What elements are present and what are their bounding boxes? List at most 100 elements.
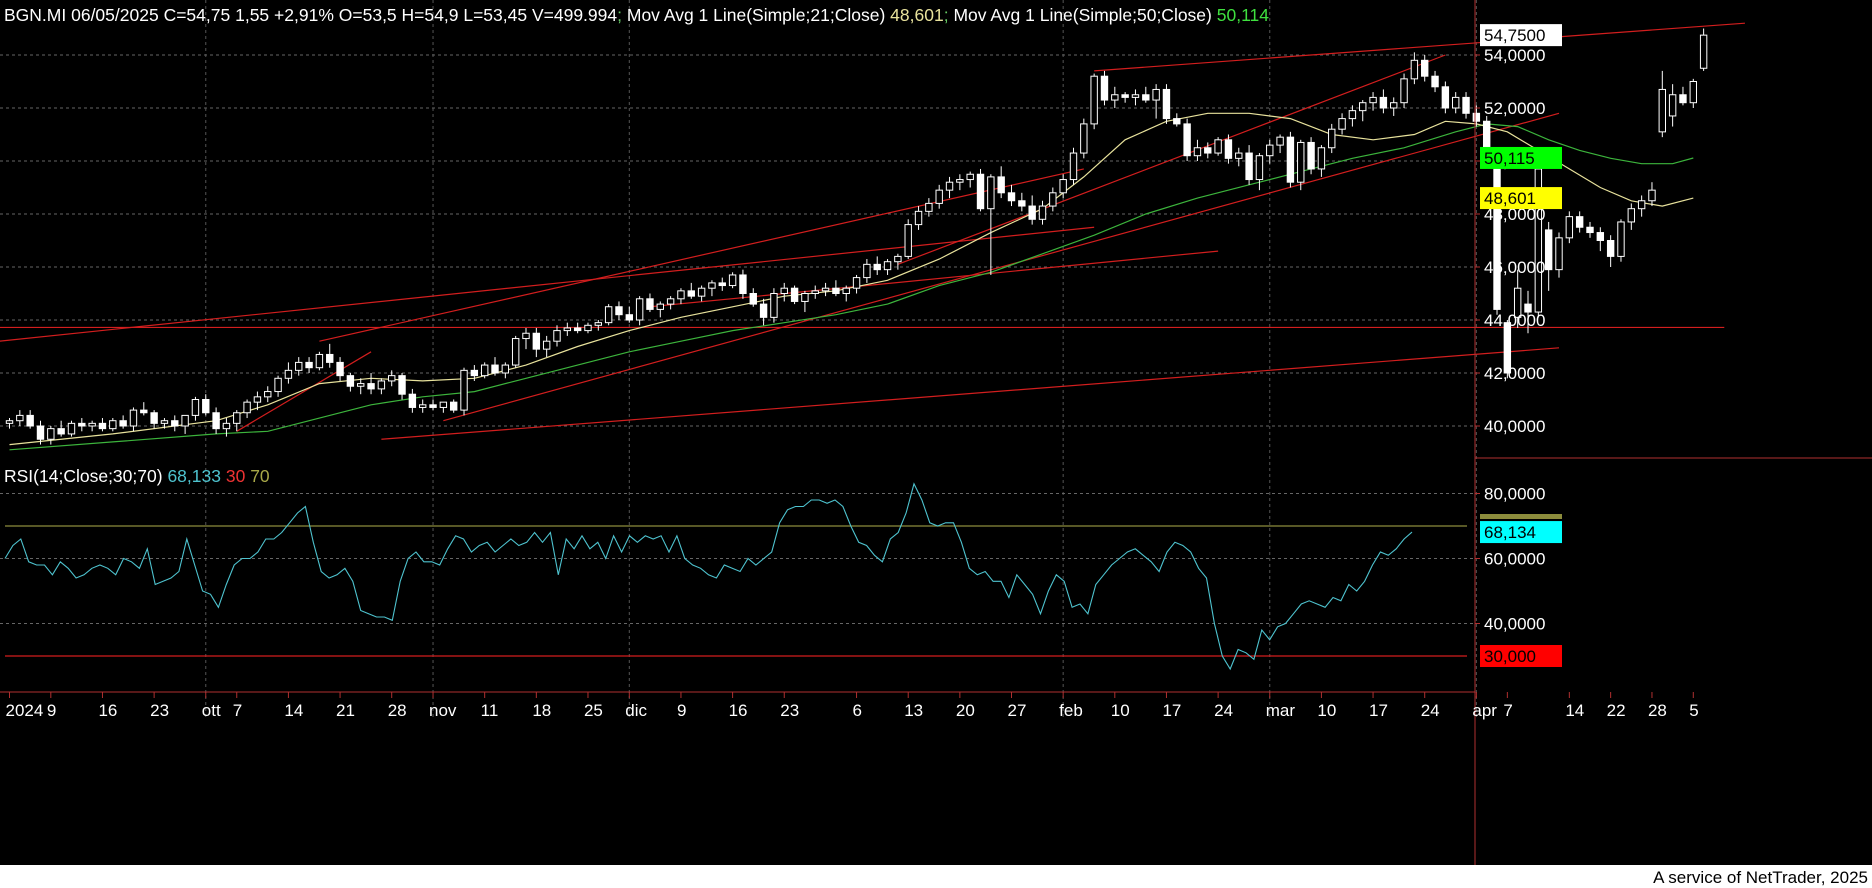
change-value: 1,55 [235, 5, 270, 25]
date-tick-label: 9 [677, 701, 686, 720]
volume-value: V=499.994 [531, 5, 618, 25]
trendline [236, 351, 372, 432]
candle-up [419, 404, 427, 408]
candle-up [1266, 144, 1274, 157]
rsi-label: RSI(14;Close;30;70) [4, 466, 163, 486]
ma50-badge-label: 50,115 [1484, 149, 1535, 168]
last-price-badge-label: 54,7500 [1484, 26, 1545, 45]
open-value: O=53,5 [338, 5, 397, 25]
candle-down [1162, 88, 1171, 120]
price-tick-label: 48,0000 [1484, 205, 1545, 224]
candle-up [1513, 287, 1522, 318]
trendline [381, 347, 1560, 440]
candle-down [36, 425, 45, 440]
candle-down [398, 375, 406, 395]
candle-up [635, 298, 644, 321]
candle-up [1328, 128, 1336, 149]
candle-down [202, 399, 210, 414]
candle-up [264, 391, 272, 398]
candle-up [160, 420, 169, 424]
candle-up [542, 340, 551, 350]
candle-up [1410, 59, 1419, 80]
trendline [0, 226, 1095, 342]
candle-down [408, 393, 417, 408]
candle-down [346, 375, 355, 387]
rsi-header: RSI(14;Close;30;70) 68,133 30 70 [4, 466, 270, 487]
candle-up [1255, 155, 1264, 181]
candle-down [1606, 240, 1615, 257]
candle-up [563, 327, 572, 332]
candle-up [1297, 141, 1305, 183]
date-tick-label: ott [202, 701, 221, 720]
candle-down [1018, 200, 1026, 207]
candle-up [1637, 200, 1646, 210]
candle-down [1142, 94, 1150, 101]
candle-down [1245, 152, 1253, 181]
rsi-line [4, 482, 1413, 671]
candle-down [78, 422, 86, 427]
date-tick-label: 28 [388, 701, 407, 720]
candle-up [1080, 123, 1088, 154]
date-tick-label: 23 [150, 701, 169, 720]
candle-down [1028, 205, 1036, 220]
candle-down [1286, 136, 1295, 183]
footer-credit: A service of NetTrader, 2025 [1653, 868, 1868, 887]
date-tick-label: 10 [1317, 701, 1336, 720]
ma50-badge [1480, 146, 1562, 169]
rsi-high: 70 [250, 466, 270, 486]
rsi-value-badge-label: 68,134 [1484, 523, 1536, 542]
candle-down [532, 332, 541, 350]
date-tick-label: 18 [532, 701, 551, 720]
candle-up [1689, 81, 1697, 104]
candle-down [326, 353, 334, 363]
price-tick-label: 54,0000 [1484, 46, 1545, 65]
candle-down [119, 420, 127, 427]
candle-down [718, 282, 726, 287]
trendline [649, 250, 1219, 308]
candle-down [449, 401, 458, 411]
candle-up [780, 287, 788, 295]
moving-averages [9, 112, 1694, 451]
candle-down [1493, 155, 1501, 310]
price-header: BGN.MI 06/05/2025 C=54,75 1,55 +2,91% O=… [4, 5, 1269, 25]
candle-up [1617, 221, 1625, 257]
candle-up [480, 364, 489, 377]
high-value: H=54,9 [401, 5, 459, 25]
date-tick-label: 10 [1111, 701, 1130, 720]
candle-up [1317, 147, 1326, 170]
candle-down [212, 412, 220, 430]
candle-down [1596, 232, 1605, 242]
date-tick-label: 17 [1369, 701, 1388, 720]
candle-down [832, 287, 840, 295]
candle-down [1379, 96, 1388, 109]
date-tick-label: 25 [584, 701, 603, 720]
rsi-30-badge-label: 30,000 [1484, 647, 1536, 666]
date-tick-label: 13 [904, 701, 923, 720]
candle-up [284, 369, 293, 379]
candle-down [1173, 118, 1181, 125]
candle-up [904, 224, 912, 257]
candle-down [1224, 139, 1233, 159]
trendline [443, 112, 1560, 422]
candle-up [811, 290, 819, 295]
candle-up [5, 420, 14, 424]
ma21-label: Mov Avg 1 Line(Simple;21;Close) [626, 5, 886, 25]
candle-up [88, 422, 96, 427]
candle-down [1472, 112, 1481, 122]
candle-up [1348, 110, 1357, 120]
candle-up [935, 189, 943, 204]
candle-down [470, 369, 479, 377]
candle-up [47, 428, 55, 440]
candle-up [666, 298, 675, 305]
candle-up [594, 322, 603, 326]
date-tick-label: 14 [1565, 701, 1584, 720]
candle-up [191, 399, 200, 416]
candle-down [1007, 192, 1016, 202]
date-tick-label: dic [625, 701, 647, 720]
date-tick-label: 27 [1008, 701, 1027, 720]
candle-up [966, 173, 974, 181]
candle-down [1100, 75, 1109, 101]
candle-up [1193, 147, 1202, 157]
rsi-70-badge-edge [1480, 514, 1562, 519]
candle-up [1235, 152, 1243, 159]
